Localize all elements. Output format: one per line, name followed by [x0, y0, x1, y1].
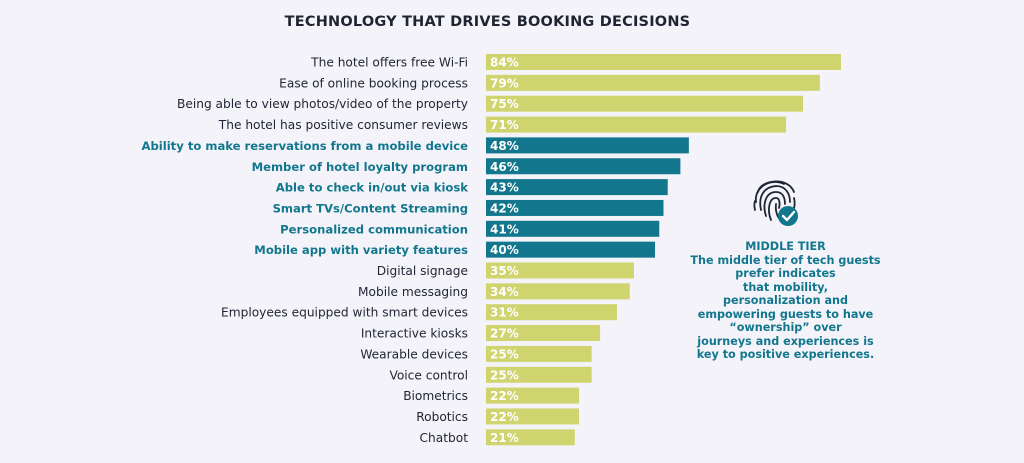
bar	[486, 408, 579, 425]
category-label: Able to check in/out via kiosk	[276, 181, 468, 195]
category-label: Interactive kiosks	[361, 327, 468, 341]
bar	[486, 387, 579, 404]
note-line: personalization and	[723, 294, 848, 307]
bar-value-label: 27%	[490, 327, 519, 341]
bar	[486, 345, 592, 362]
bar	[486, 137, 689, 154]
bar-value-label: 34%	[490, 285, 519, 299]
category-label: Chatbot	[420, 431, 469, 445]
note-line: “ownership” over	[729, 321, 842, 334]
category-label: Mobile messaging	[358, 285, 468, 299]
category-label: The hotel has positive consumer reviews	[218, 118, 468, 132]
bar-value-label: 40%	[490, 243, 519, 257]
bar	[486, 179, 668, 196]
bar	[486, 325, 601, 342]
category-label: Ability to make reservations from a mobi…	[141, 139, 468, 153]
bar	[486, 54, 841, 70]
note-line: that mobility,	[743, 280, 828, 294]
bar	[486, 241, 656, 258]
bar	[486, 283, 630, 300]
bar-value-label: 25%	[490, 368, 519, 382]
bar-value-label: 35%	[490, 264, 519, 278]
note-line: key to positive experiences.	[696, 348, 875, 361]
fingerprint-check-icon	[753, 180, 798, 226]
bar	[486, 262, 634, 279]
bar-value-label: 71%	[490, 118, 519, 132]
bar-value-label: 84%	[490, 56, 519, 70]
bar	[486, 116, 787, 133]
category-label: Employees equipped with smart devices	[221, 306, 468, 320]
bar-value-label: 46%	[490, 160, 519, 174]
middle-tier-heading: MIDDLE TIER	[745, 240, 826, 253]
bar-value-label: 79%	[490, 76, 519, 90]
category-label: Digital signage	[377, 264, 468, 278]
bar	[486, 304, 618, 321]
chart-title: TECHNOLOGY THAT DRIVES BOOKING DECISIONS	[284, 14, 691, 30]
category-label: Biometrics	[403, 389, 468, 403]
category-label: Smart TVs/Content Streaming	[273, 201, 468, 215]
bar	[486, 199, 664, 216]
bar-value-label: 21%	[490, 431, 519, 445]
note-line: The middle tier of tech guests	[690, 253, 881, 267]
middle-tier-note: MIDDLE TIER The middle tier of tech gues…	[688, 240, 883, 362]
bar	[486, 95, 803, 112]
category-label: Robotics	[416, 410, 468, 424]
bar	[486, 74, 820, 91]
category-label: Being able to view photos/video of the p…	[177, 97, 468, 111]
category-label: The hotel offers free Wi-Fi	[310, 56, 468, 70]
bar	[486, 429, 575, 446]
category-label: Wearable devices	[360, 347, 468, 361]
bar-value-label: 22%	[490, 410, 519, 424]
bar-value-label: 48%	[490, 139, 519, 153]
bar-value-label: 42%	[490, 201, 519, 215]
bar-value-label: 41%	[490, 222, 519, 236]
bar-value-label: 25%	[490, 347, 519, 361]
bar-value-label: 75%	[490, 97, 519, 111]
bar	[486, 366, 592, 383]
category-label: Mobile app with variety features	[254, 243, 468, 257]
category-label: Voice control	[389, 368, 468, 382]
category-label: Ease of online booking process	[279, 76, 468, 90]
note-line: empowering guests to have	[697, 307, 874, 321]
bar-value-label: 22%	[490, 389, 519, 403]
bar	[486, 220, 660, 237]
category-label: Member of hotel loyalty program	[252, 160, 468, 174]
note-line: journeys and experiences is	[697, 334, 874, 348]
bar-value-label: 43%	[490, 181, 519, 195]
bar	[486, 158, 681, 175]
category-label: Personalized communication	[280, 222, 468, 236]
note-line: prefer indicates	[735, 267, 836, 280]
bar-value-label: 31%	[490, 306, 519, 320]
